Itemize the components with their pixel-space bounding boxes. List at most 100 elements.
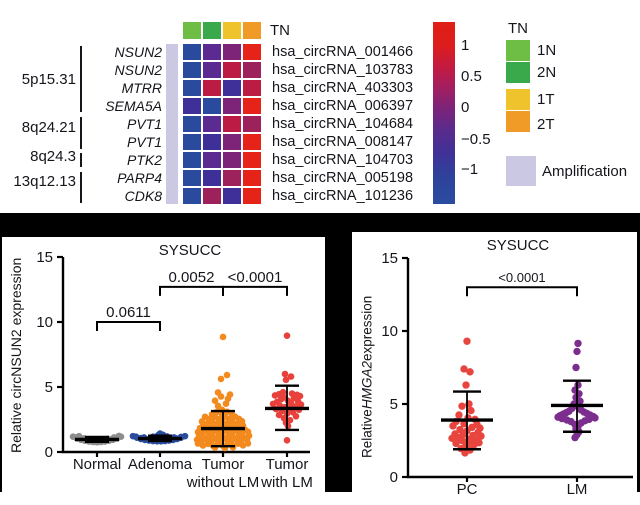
heatmap-cell [243,170,261,186]
data-point [223,371,231,379]
gene-label: PTK2 [126,152,162,168]
data-point [449,422,457,430]
heatmap-cell [203,98,221,114]
data-point [214,402,222,410]
colorbar-tick: 0 [461,99,470,116]
colorbar-tick: −1 [461,161,479,178]
circrna-label: hsa_circRNA_403303 [272,80,414,96]
data-point [572,363,580,372]
heatmap-cell [203,80,221,96]
heatmap-cell [203,44,221,60]
y-axis-label-circnsun2: Relative circNSUN2 expression [2,243,30,467]
cytoband-bracket [80,153,82,167]
p-value-label: <0.0001 [228,269,283,286]
cytoband-label: 5p15.31 [21,71,76,88]
y-tick-label: 5 [390,396,398,413]
cytoband-bracket [80,172,82,203]
data-point [282,376,290,384]
y-tick-label: 5 [45,379,53,396]
data-point [283,437,291,444]
heatmap-cell [203,134,221,150]
heatmap-cell [183,62,201,78]
legend-label-1n: 1N [537,42,557,59]
y-axis-label-hmga2: Relative HMGA2 expression [354,282,380,472]
heatmap-cell [183,188,201,204]
y-tick-label: 10 [381,323,398,340]
heatmap-cell [223,188,241,204]
heatmap-cell [223,80,241,96]
tn-header-swatch [203,22,221,39]
significance-bracket [159,285,224,296]
group-label: LM [567,481,588,498]
gene-label: PARP4 [117,170,162,186]
heatmap-cell [243,152,261,168]
group-label: PC [457,481,478,498]
legend-label-amplification: Amplification [542,163,628,180]
group-label: Normal [73,456,121,473]
data-point [284,422,292,430]
heatmap-cell [183,44,201,60]
legend-title: TN [508,20,528,37]
legend-label-1t: 1T [537,91,555,108]
tn-header-swatch [243,22,261,39]
data-point [208,411,216,418]
data-point [222,400,230,407]
heatmap-cell [203,170,221,186]
data-point [219,333,227,341]
cytoband-label: 13q12.13 [13,173,76,190]
data-point [269,400,277,408]
data-point [571,433,579,442]
colorbar-tick: −0.5 [461,131,491,148]
data-point [271,392,279,399]
group-label: with LM [260,474,313,491]
data-point [198,418,206,425]
circrna-label: hsa_circRNA_104703 [272,152,414,168]
data-point [275,411,283,419]
heatmap-cell [223,116,241,132]
p-value-label: 0.0611 [106,304,151,321]
colorbar [433,22,455,204]
data-point [226,391,234,398]
heatmap-cell [183,134,201,150]
group-label: Adenoma [128,456,193,473]
heatmap-cell [223,98,241,114]
heatmap-cell [243,62,261,78]
legend-swatch-1n [506,40,530,61]
heatmap-cell [243,44,261,60]
panel-title: SYSUCC [159,242,222,259]
gene-label: PVT1 [126,116,162,132]
legend-label-2t: 2T [537,116,555,133]
tn-header-label: TN [270,22,290,39]
data-point [448,434,456,443]
circrna-label: hsa_circRNA_101236 [272,188,414,204]
data-point [591,414,599,422]
cytoband-label: 8q24.21 [21,119,76,136]
data-point [461,449,469,457]
data-point [466,368,474,376]
significance-bracket [96,321,161,331]
colorbar-tick: 1 [461,37,470,54]
heatmap-cell [183,80,201,96]
y-axis-label-text: Relative circNSUN2 expression [8,257,24,453]
data-point [297,401,305,408]
data-point [217,375,225,383]
gene-label: MTRR [121,80,162,96]
heatmap-cell [183,98,201,114]
y-tick-label: 15 [381,250,398,267]
data-point [214,389,222,396]
data-point [458,402,466,410]
heatmap-cell [223,62,241,78]
data-point [463,337,471,345]
heatmap-cell [243,98,261,114]
data-point [470,441,478,449]
data-point [573,347,581,356]
heatmap-cell [223,170,241,186]
data-point [132,433,140,440]
circrna-label: hsa_circRNA_001466 [272,44,414,60]
heatmap-cell [223,44,241,60]
y-tick-label: 0 [390,469,398,486]
cytoband-bracket [80,117,82,149]
legend-swatch-amplification [506,156,536,186]
